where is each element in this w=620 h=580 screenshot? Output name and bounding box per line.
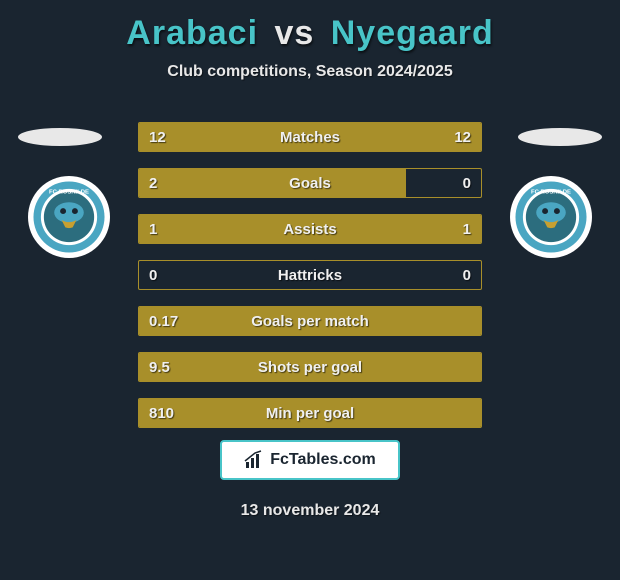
club-logo-left-icon: FC ROSKILDE (32, 180, 106, 254)
subtitle: Club competitions, Season 2024/2025 (0, 63, 620, 81)
vs-text: vs (274, 14, 314, 52)
country-flag-right (518, 128, 602, 146)
country-flag-left (18, 128, 102, 146)
site-name: FcTables.com (270, 451, 376, 469)
stat-label: Hattricks (139, 261, 481, 290)
stat-row: 0Hattricks0 (138, 260, 482, 290)
svg-text:FC ROSKILDE: FC ROSKILDE (49, 189, 89, 195)
stat-label: Matches (139, 123, 481, 152)
club-badge-right: FC ROSKILDE (510, 176, 592, 258)
stat-label: Min per goal (139, 399, 481, 428)
stat-value-right: 1 (463, 215, 471, 244)
stat-label: Goals (139, 169, 481, 198)
site-badge: FcTables.com (220, 440, 400, 480)
stat-value-right: 12 (454, 123, 471, 152)
svg-text:FC ROSKILDE: FC ROSKILDE (531, 189, 571, 195)
stat-row: 9.5Shots per goal (138, 352, 482, 382)
stat-value-right: 0 (463, 261, 471, 290)
stat-label: Assists (139, 215, 481, 244)
stat-row: 810Min per goal (138, 398, 482, 428)
date-label: 13 november 2024 (0, 502, 620, 520)
club-logo-right-icon: FC ROSKILDE (514, 180, 588, 254)
stat-row: 1Assists1 (138, 214, 482, 244)
page-title: Arabaci vs Nyegaard (0, 0, 620, 53)
chart-icon (244, 450, 264, 470)
stat-value-right: 0 (463, 169, 471, 198)
club-badge-left: FC ROSKILDE (28, 176, 110, 258)
stat-label: Goals per match (139, 307, 481, 336)
player2-name: Nyegaard (331, 14, 494, 52)
stat-row: 12Matches12 (138, 122, 482, 152)
stats-table: 12Matches122Goals01Assists10Hattricks00.… (138, 122, 482, 444)
stat-label: Shots per goal (139, 353, 481, 382)
stat-row: 2Goals0 (138, 168, 482, 198)
player1-name: Arabaci (126, 14, 258, 52)
stat-row: 0.17Goals per match (138, 306, 482, 336)
